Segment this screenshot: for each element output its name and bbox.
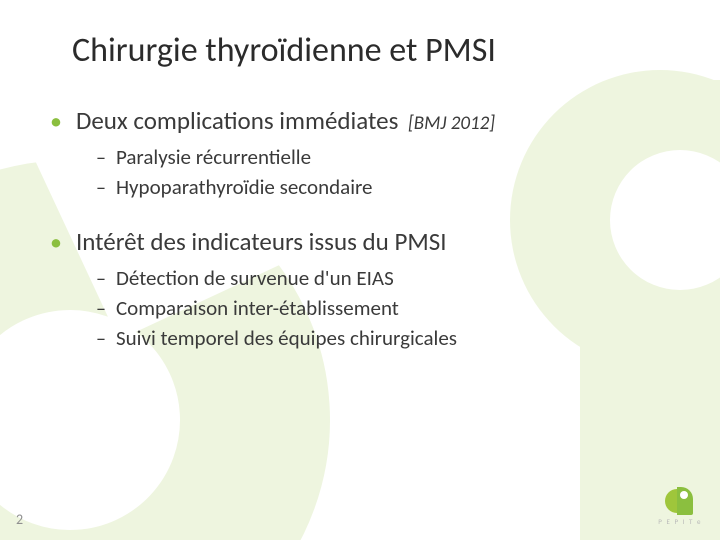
logo-text: P E P I T e	[658, 517, 702, 526]
sub-bullet-text: Suivi temporel des équipes chirurgicales	[116, 325, 457, 351]
logo-mark-icon	[665, 487, 695, 515]
sub-bullet-item: – Hypoparathyroïdie secondaire	[96, 174, 676, 200]
footer-logo: P E P I T e	[658, 487, 702, 526]
sub-bullet-list: – Détection de survenue d'un EIAS – Comp…	[96, 265, 676, 351]
dash-icon: –	[96, 327, 106, 351]
sub-bullet-list: – Paralysie récurrentielle – Hypoparathy…	[96, 144, 676, 200]
dash-icon: –	[96, 267, 106, 291]
sub-bullet-text: Hypoparathyroïdie secondaire	[116, 174, 373, 200]
bullet-text: Intérêt des indicateurs issus du PMSI	[76, 226, 447, 257]
dash-icon: –	[96, 176, 106, 200]
page-number: 2	[16, 511, 23, 528]
sub-bullet-text: Détection de survenue d'un EIAS	[116, 265, 394, 291]
dash-icon: –	[96, 146, 106, 170]
slide-title: Chirurgie thyroïdienne et PMSI	[72, 30, 676, 71]
sub-bullet-item: – Détection de survenue d'un EIAS	[96, 265, 676, 291]
bullet-marker-icon: •	[50, 110, 62, 134]
sub-bullet-text: Comparaison inter-établissement	[116, 295, 399, 321]
bullet-text: Deux complications immédiates	[76, 105, 398, 136]
bullet-item: • Intérêt des indicateurs issus du PMSI …	[50, 226, 676, 351]
dash-icon: –	[96, 297, 106, 321]
bullet-reference: [BMJ 2012]	[408, 112, 495, 135]
sub-bullet-text: Paralysie récurrentielle	[116, 144, 311, 170]
bullet-item: • Deux complications immédiates [BMJ 201…	[50, 105, 676, 200]
bullet-list: • Deux complications immédiates [BMJ 201…	[50, 105, 676, 351]
sub-bullet-item: – Suivi temporel des équipes chirurgical…	[96, 325, 676, 351]
sub-bullet-item: – Paralysie récurrentielle	[96, 144, 676, 170]
bullet-marker-icon: •	[50, 231, 62, 255]
sub-bullet-item: – Comparaison inter-établissement	[96, 295, 676, 321]
slide: Chirurgie thyroïdienne et PMSI • Deux co…	[0, 0, 720, 540]
